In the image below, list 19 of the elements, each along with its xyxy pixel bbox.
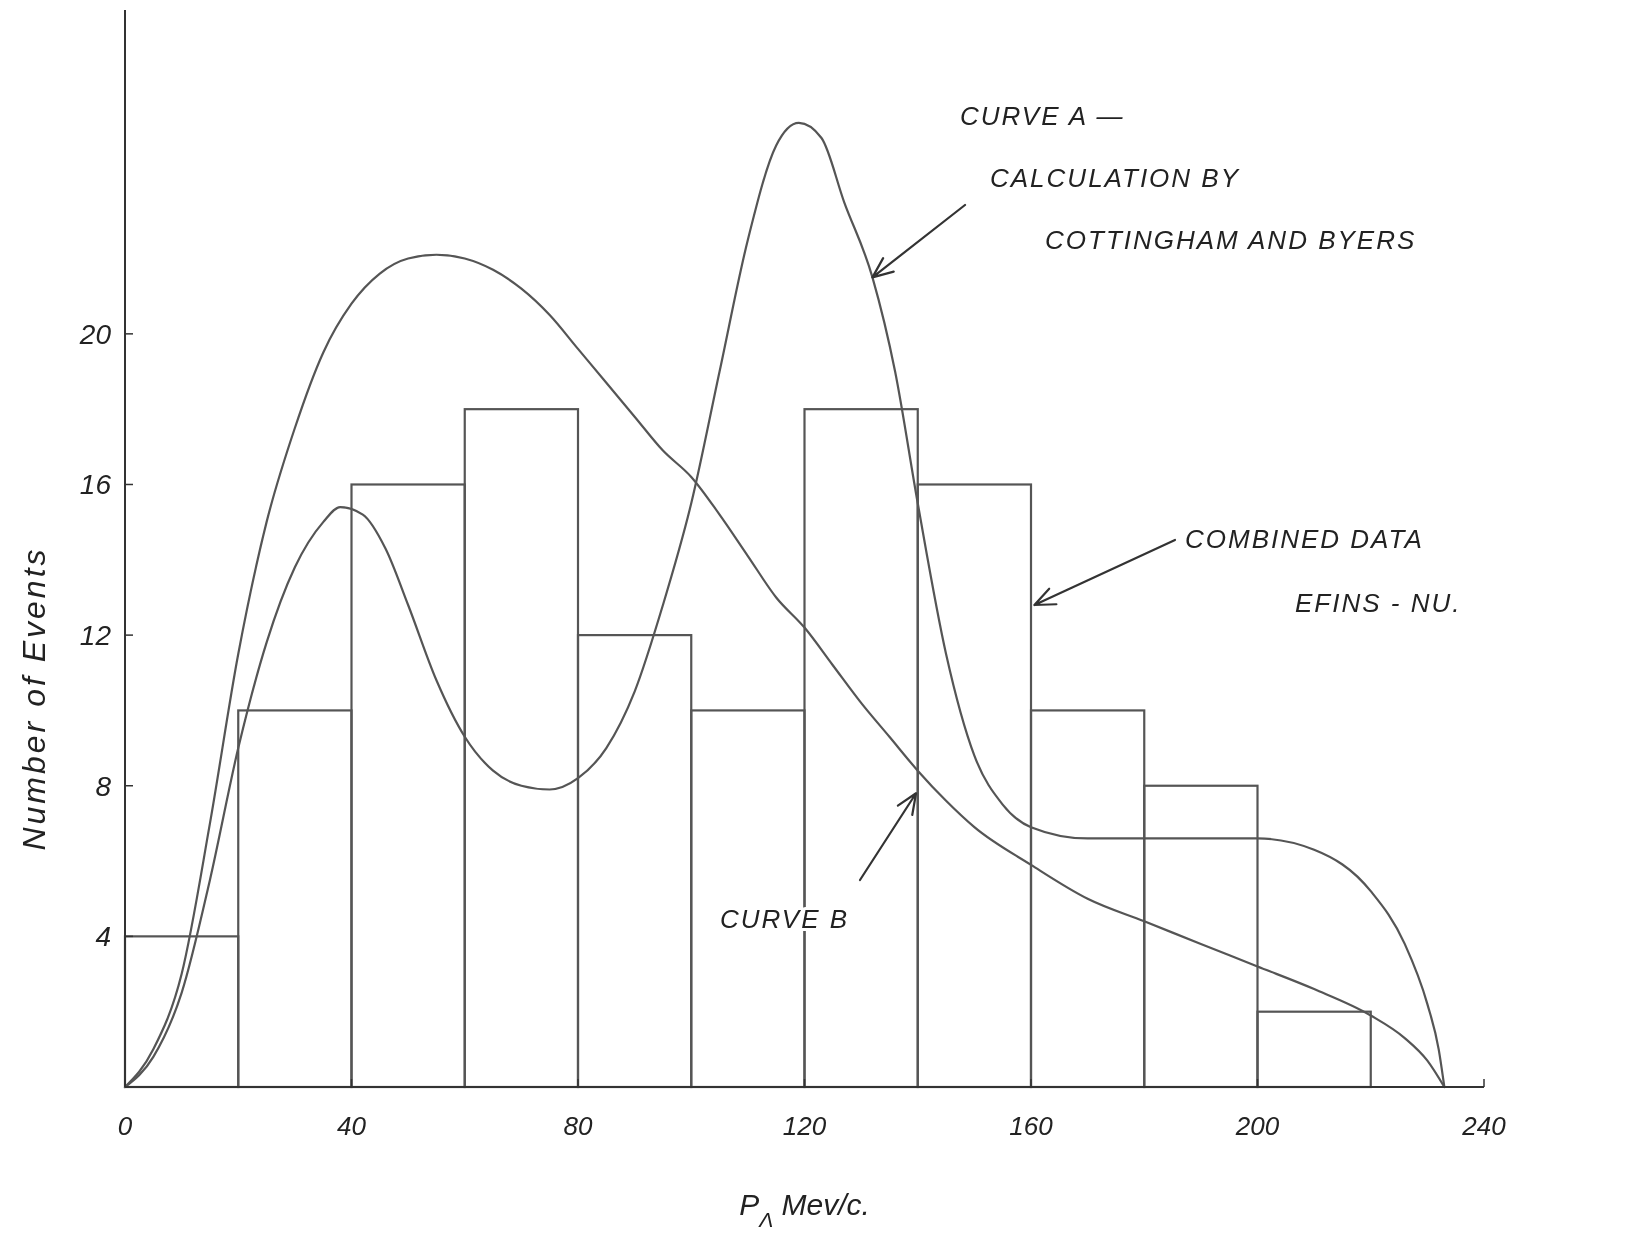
y-tick-label: 16 [79,469,112,501]
annotation: CALCULATION BY [990,163,1241,193]
y-tick-label: 12 [79,619,112,651]
x-tick-label: 80 [563,1111,593,1141]
x-tick-label: 200 [1234,1111,1280,1141]
annotation: COMBINED DATA [1185,524,1424,554]
x-tick-label: 240 [1461,1111,1507,1141]
x-tick-label: 120 [782,1111,827,1141]
annotation: CURVE A — [960,101,1125,131]
x-tick-label: 160 [1009,1111,1054,1141]
y-tick-label: 8 [95,770,112,802]
annotation: EFINS - NU. [1295,588,1462,618]
x-tick-label: 40 [337,1111,367,1141]
x-axis-title: P$_{Λ}$ Mev/c. [739,1188,870,1231]
x-tick-label: 0 [117,1111,133,1141]
annotation: COTTINGHAM AND BYERS [1045,225,1417,255]
y-tick-label: 20 [78,318,112,350]
y-tick-label: 4 [95,921,111,953]
y-axis-title: Number of Events [16,546,52,851]
